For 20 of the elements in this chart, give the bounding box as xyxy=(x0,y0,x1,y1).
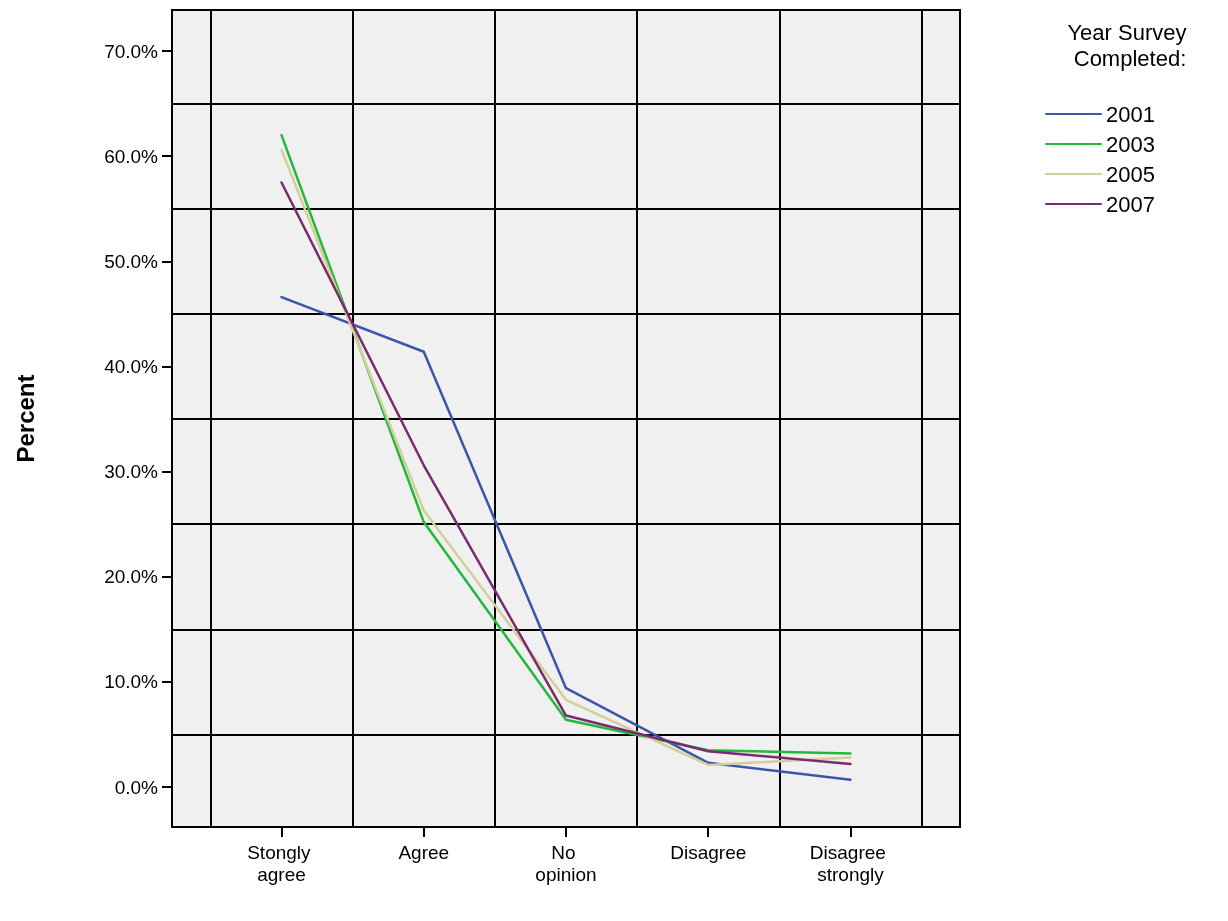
y-tick-label: 0.0% xyxy=(114,776,159,798)
x-tick-label: Disagree xyxy=(670,841,747,863)
y-tick-label: 20.0% xyxy=(104,566,159,588)
y-tick-label: 60.0% xyxy=(104,145,159,167)
x-tick-label: Disagree strongly xyxy=(809,841,892,885)
legend-label: 2001 xyxy=(1106,101,1155,127)
x-tick-label: Agree xyxy=(398,841,450,863)
line-series xyxy=(280,295,852,781)
x-tick-label: No opinion xyxy=(535,841,597,885)
y-tick-label: 10.0% xyxy=(104,671,159,693)
legend-label: 2005 xyxy=(1106,161,1155,187)
y-tick-label: 30.0% xyxy=(104,461,159,483)
legend-label: 2003 xyxy=(1106,131,1155,157)
legend-title: Year Survey Completed: xyxy=(1067,19,1193,71)
y-tick-label: 40.0% xyxy=(104,355,159,377)
y-axis-title: Percent xyxy=(11,374,39,463)
legend-label: 2007 xyxy=(1106,191,1155,217)
y-tick-label: 50.0% xyxy=(104,250,159,272)
y-tick-label: 70.0% xyxy=(104,40,159,62)
x-tick-label: Stongly agree xyxy=(247,841,316,885)
